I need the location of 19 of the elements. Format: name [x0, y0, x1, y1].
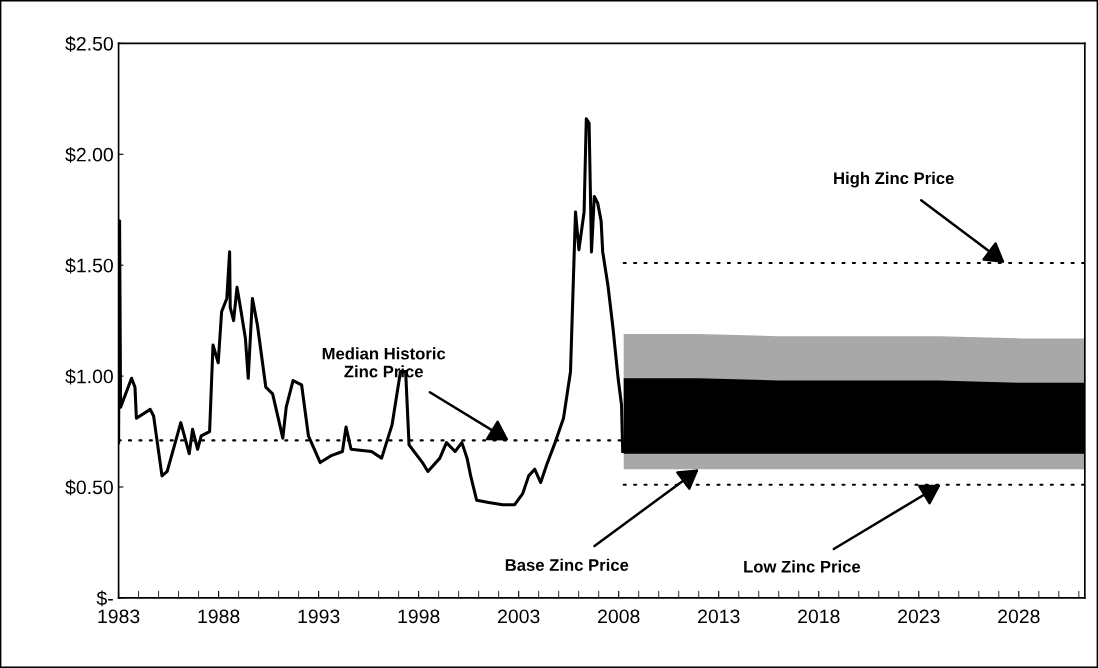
- x-tick-label: 1993: [298, 609, 340, 624]
- x-tick-label: 2003: [498, 609, 540, 624]
- y-tick-label: $0.50: [65, 479, 113, 496]
- annotation: High Zinc Price: [834, 171, 954, 188]
- x-tick-label: 2013: [698, 609, 740, 624]
- y-tick-label: $-: [96, 590, 113, 607]
- x-tick-label: 1988: [198, 609, 240, 624]
- x-tick-label: 2023: [898, 609, 940, 624]
- x-tick-label: 1998: [398, 609, 440, 624]
- x-tick-label: 2008: [598, 609, 640, 624]
- y-tick-label: $1.00: [65, 368, 113, 385]
- y-tick-label: $1.50: [65, 257, 113, 274]
- x-tick-label: 1983: [98, 609, 140, 624]
- annotation: Low Zinc Price: [744, 560, 861, 573]
- y-tick-label: $2.50: [65, 36, 113, 52]
- x-tick-label: 2018: [798, 609, 840, 624]
- y-tick-label: $2.00: [65, 146, 113, 163]
- x-tick-label: 2028: [998, 609, 1040, 624]
- annotation: Base Zinc Price: [505, 558, 629, 571]
